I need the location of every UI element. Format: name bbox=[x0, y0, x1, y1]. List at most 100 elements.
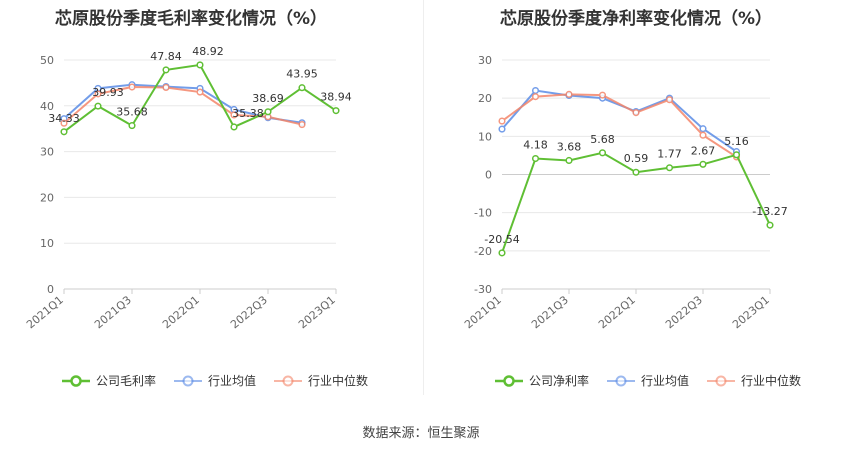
legend-label: 行业中位数 bbox=[308, 374, 369, 388]
data-point[interactable] bbox=[298, 121, 306, 129]
legend-label: 公司毛利率 bbox=[96, 374, 157, 388]
data-label: 35.38 bbox=[232, 107, 264, 120]
y-tick-label: 0 bbox=[47, 283, 54, 296]
y-tick-label: 40 bbox=[40, 100, 54, 113]
data-label: 2.67 bbox=[691, 144, 716, 157]
y-tick-label: 0 bbox=[485, 169, 492, 182]
series-2 bbox=[60, 83, 306, 129]
data-point[interactable] bbox=[264, 108, 272, 116]
legend-industry-median[interactable]: 行业中位数 bbox=[274, 372, 368, 389]
right-legend: 公司净利率 行业均值 行业中位数 bbox=[495, 372, 801, 389]
legend-label: 行业均值 bbox=[208, 374, 257, 388]
legend-industry-mean[interactable]: 行业均值 bbox=[174, 372, 256, 389]
y-tick-label: -30 bbox=[474, 283, 492, 296]
data-point[interactable] bbox=[128, 122, 136, 130]
chart-divider bbox=[423, 0, 424, 395]
x-tick-label: 2022Q3 bbox=[663, 293, 705, 331]
data-label: 4.18 bbox=[523, 139, 548, 152]
data-label: 3.68 bbox=[557, 140, 582, 153]
legend-company-net-margin[interactable]: 公司净利率 bbox=[495, 372, 589, 389]
data-label: 5.68 bbox=[590, 133, 615, 146]
data-point[interactable] bbox=[162, 66, 170, 74]
series-line bbox=[501, 151, 771, 254]
left-chart-title: 芯原股份季度毛利率变化情况（%） bbox=[55, 9, 328, 29]
left-legend: 公司毛利率 行业均值 行业中位数 bbox=[62, 372, 368, 389]
data-point[interactable] bbox=[498, 117, 506, 125]
data-label: -20.54 bbox=[484, 233, 519, 246]
data-point[interactable] bbox=[230, 123, 238, 131]
data-point[interactable] bbox=[665, 96, 674, 104]
data-point[interactable] bbox=[665, 164, 674, 172]
data-point[interactable] bbox=[699, 131, 707, 139]
x-tick-label: 2021Q1 bbox=[462, 293, 504, 331]
data-point[interactable] bbox=[196, 88, 204, 96]
data-point[interactable] bbox=[332, 107, 340, 115]
data-label: 48.92 bbox=[192, 45, 224, 58]
data-point[interactable] bbox=[298, 84, 306, 92]
right-chart-title: 芯原股份季度净利率变化情况（%） bbox=[500, 9, 773, 29]
legend-industry-mean[interactable]: 行业均值 bbox=[607, 372, 689, 389]
data-source: 数据来源：恒生聚源 bbox=[362, 426, 480, 441]
data-label: 35.68 bbox=[116, 106, 148, 119]
x-tick-label: 2021Q3 bbox=[529, 293, 571, 331]
data-point[interactable] bbox=[230, 111, 238, 119]
data-label: 39.93 bbox=[92, 86, 124, 99]
legend-orange-line-icon bbox=[707, 375, 736, 386]
legend-green-line-icon bbox=[62, 374, 90, 387]
legend-blue-line-icon bbox=[607, 375, 636, 386]
data-point[interactable] bbox=[565, 156, 573, 165]
legend-label: 行业中位数 bbox=[741, 374, 802, 388]
data-label: 0.59 bbox=[624, 152, 649, 165]
data-point[interactable] bbox=[565, 90, 573, 98]
data-point[interactable] bbox=[632, 109, 640, 117]
legend-blue-line-icon bbox=[174, 375, 203, 386]
legend-green-line-icon bbox=[495, 374, 523, 387]
data-point[interactable] bbox=[60, 119, 68, 127]
x-tick-label: 2023Q1 bbox=[730, 293, 772, 331]
legend-industry-median[interactable]: 行业中位数 bbox=[707, 372, 801, 389]
data-point[interactable] bbox=[94, 90, 102, 98]
series-line bbox=[501, 93, 738, 158]
data-point[interactable] bbox=[60, 128, 68, 136]
data-point[interactable] bbox=[598, 91, 607, 99]
y-tick-label: -10 bbox=[474, 207, 492, 220]
legend-label: 行业均值 bbox=[641, 374, 690, 388]
data-point[interactable] bbox=[598, 149, 607, 157]
data-point[interactable] bbox=[732, 151, 741, 159]
series-0 bbox=[60, 61, 340, 136]
data-label: 34.33 bbox=[48, 112, 80, 125]
data-point[interactable] bbox=[128, 83, 136, 91]
data-label: 43.95 bbox=[286, 68, 318, 81]
y-tick-label: 20 bbox=[40, 191, 54, 204]
series-2 bbox=[498, 90, 741, 161]
y-tick-label: -20 bbox=[474, 245, 492, 258]
data-point[interactable] bbox=[531, 86, 540, 95]
data-point[interactable] bbox=[699, 160, 707, 168]
y-tick-label: 20 bbox=[478, 92, 492, 105]
data-point[interactable] bbox=[531, 93, 540, 101]
data-point[interactable] bbox=[94, 102, 102, 110]
data-label: -13.27 bbox=[752, 205, 787, 218]
data-point[interactable] bbox=[196, 61, 204, 69]
y-tick-label: 10 bbox=[40, 237, 54, 250]
data-label: 38.94 bbox=[320, 91, 352, 104]
legend-company-gross-margin[interactable]: 公司毛利率 bbox=[62, 372, 156, 389]
y-tick-label: 50 bbox=[40, 54, 54, 67]
data-label: 47.84 bbox=[150, 50, 182, 63]
data-point[interactable] bbox=[531, 154, 540, 163]
data-point[interactable] bbox=[766, 221, 774, 229]
y-tick-label: 10 bbox=[478, 130, 492, 143]
data-point[interactable] bbox=[498, 125, 506, 133]
data-point[interactable] bbox=[162, 83, 170, 92]
data-label: 1.77 bbox=[657, 148, 682, 161]
data-label: 5.16 bbox=[724, 135, 749, 148]
series-line bbox=[63, 86, 303, 126]
y-tick-label: 30 bbox=[40, 146, 54, 159]
data-point[interactable] bbox=[498, 249, 506, 257]
data-point[interactable] bbox=[632, 168, 640, 176]
data-point[interactable] bbox=[699, 125, 707, 133]
legend-orange-line-icon bbox=[274, 375, 303, 386]
data-label: 38.69 bbox=[252, 92, 284, 105]
